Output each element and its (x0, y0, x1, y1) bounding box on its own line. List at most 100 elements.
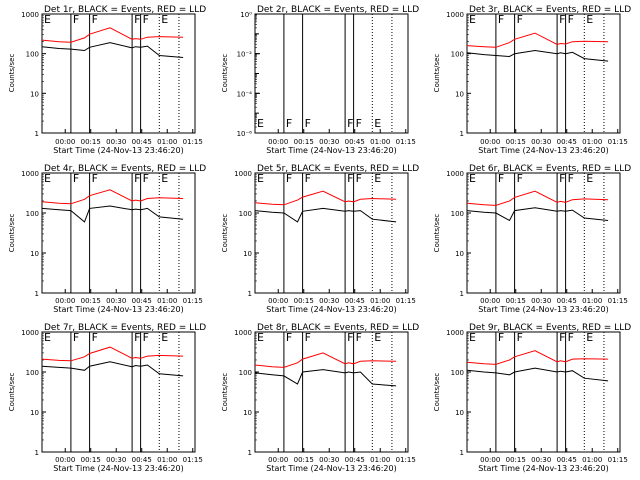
y-tick-label: 10 (455, 250, 464, 258)
y-tick-label: 1 (460, 130, 464, 138)
marker-label: F (559, 172, 565, 185)
events-series-line (254, 369, 397, 387)
marker-label: F (356, 172, 362, 185)
x-tick-label: 00:00 (55, 297, 75, 305)
panel-6: Det 6r, BLACK = Events, RED = LLD 1 10 100 1… (433, 164, 631, 314)
x-axis-label: Start Time (24-Nov-13 23:46:20) (266, 146, 396, 155)
marker-label: F (568, 331, 574, 344)
marker-label: F (134, 172, 140, 185)
x-axis-label: Start Time (24-Nov-13 23:46:20) (478, 305, 608, 314)
x-tick-label: 00:00 (55, 138, 75, 146)
y-axis-label: Counts/sec (433, 214, 441, 253)
marker-label: F (92, 13, 98, 26)
x-tick-label: 01:15 (183, 297, 203, 305)
y-tick-label: 100 (239, 210, 252, 218)
events-series-line (466, 367, 609, 382)
x-tick-label: 00:15 (506, 297, 526, 305)
y-tick-label: 10⁻² (237, 51, 253, 59)
panel-title: Det 1r, BLACK = Events, RED = LLD (44, 5, 206, 15)
x-tick-label: 00:15 (81, 297, 101, 305)
y-tick-label: 100 (451, 210, 464, 218)
y-tick-label: 100 (451, 51, 464, 59)
x-tick-label: 00:30 (319, 456, 339, 464)
x-tick-label: 00:30 (531, 138, 551, 146)
x-axis-label: Start Time (24-Nov-13 23:46:20) (53, 305, 183, 314)
y-tick-label: 1 (460, 449, 464, 457)
y-axis-label: Counts/sec (221, 214, 229, 253)
lld-series-line (41, 189, 184, 205)
x-tick-label: 00:45 (345, 456, 365, 464)
marker-label: E (586, 13, 593, 26)
marker-label: F (568, 172, 574, 185)
x-tick-label: 00:00 (55, 456, 75, 464)
panel-title: Det 7r, BLACK = Events, RED = LLD (44, 323, 206, 333)
x-tick-label: 01:15 (396, 297, 416, 305)
marker-label: F (347, 331, 353, 344)
x-tick-label: 01:15 (608, 138, 628, 146)
marker-label: F (559, 13, 565, 26)
lld-series-line (254, 190, 397, 206)
x-axis-label: Start Time (24-Nov-13 23:46:20) (53, 146, 183, 155)
panel-title: Det 8r, BLACK = Events, RED = LLD (257, 323, 419, 333)
marker-label: E (374, 331, 381, 344)
y-tick-label: 10 (455, 90, 464, 98)
x-tick-label: 01:00 (582, 138, 602, 146)
x-tick-label: 00:15 (506, 138, 526, 146)
plot-frame (254, 331, 409, 453)
panel-2: Det 2r, BLACK = Events, RED = LLD 10⁰ 10⁻²… (221, 5, 419, 155)
marker-label: F (134, 13, 140, 26)
marker-label: F (143, 172, 149, 185)
marker-label: F (143, 13, 149, 26)
x-tick-label: 01:00 (582, 456, 602, 464)
marker-label: F (73, 13, 79, 26)
x-tick-label: 00:00 (268, 297, 288, 305)
x-tick-label: 00:30 (106, 138, 126, 146)
marker-label: F (498, 13, 504, 26)
x-tick-label: 00:00 (268, 456, 288, 464)
marker-label: F (517, 331, 523, 344)
marker-label: F (92, 172, 98, 185)
marker-label: E (469, 13, 476, 26)
panel-4: Det 4r, BLACK = Events, RED = LLD 1 10 100 1… (8, 164, 206, 314)
panel-8: Det 8r, BLACK = Events, RED = LLD 1 10 100 1… (221, 323, 419, 473)
x-axis-label: Start Time (24-Nov-13 23:46:20) (478, 146, 608, 155)
x-axis-label: Start Time (24-Nov-13 23:46:20) (266, 305, 396, 314)
marker-label: F (305, 117, 311, 130)
x-tick-label: 00:45 (132, 138, 152, 146)
panel-9: Det 9r, BLACK = Events, RED = LLD 1 10 100 1… (433, 323, 631, 473)
events-series-line (41, 361, 184, 377)
panel-title: Det 6r, BLACK = Events, RED = LLD (469, 164, 631, 174)
y-tick-label: 10 (30, 90, 39, 98)
y-tick-label: 1 (460, 290, 464, 298)
y-tick-label: 100 (451, 369, 464, 377)
x-tick-label: 01:15 (183, 456, 203, 464)
y-tick-label: 100 (26, 210, 39, 218)
y-axis-label: Counts/sec (221, 54, 229, 93)
x-tick-label: 00:30 (319, 138, 339, 146)
x-tick-label: 00:45 (557, 297, 577, 305)
marker-label: E (257, 172, 264, 185)
marker-label: E (257, 117, 264, 130)
y-tick-label: 10⁰ (240, 11, 252, 19)
x-tick-label: 00:00 (480, 456, 500, 464)
marker-label: F (356, 331, 362, 344)
marker-label: E (44, 172, 51, 185)
x-tick-label: 00:15 (506, 456, 526, 464)
y-tick-label: 10 (30, 409, 39, 417)
x-tick-label: 00:15 (294, 297, 314, 305)
x-tick-label: 00:15 (294, 138, 314, 146)
y-axis-label: Counts/sec (8, 54, 16, 93)
lld-series-line (41, 346, 184, 362)
x-tick-label: 00:30 (106, 297, 126, 305)
y-tick-label: 1 (35, 130, 39, 138)
marker-label: F (568, 13, 574, 26)
marker-label: E (44, 13, 51, 26)
x-tick-label: 01:00 (370, 297, 390, 305)
marker-label: E (586, 172, 593, 185)
marker-label: E (44, 331, 51, 344)
marker-label: E (374, 172, 381, 185)
y-tick-label: 100 (239, 369, 252, 377)
lld-series-line (466, 32, 609, 48)
x-tick-label: 00:45 (557, 456, 577, 464)
y-tick-label: 1000 (234, 170, 252, 178)
